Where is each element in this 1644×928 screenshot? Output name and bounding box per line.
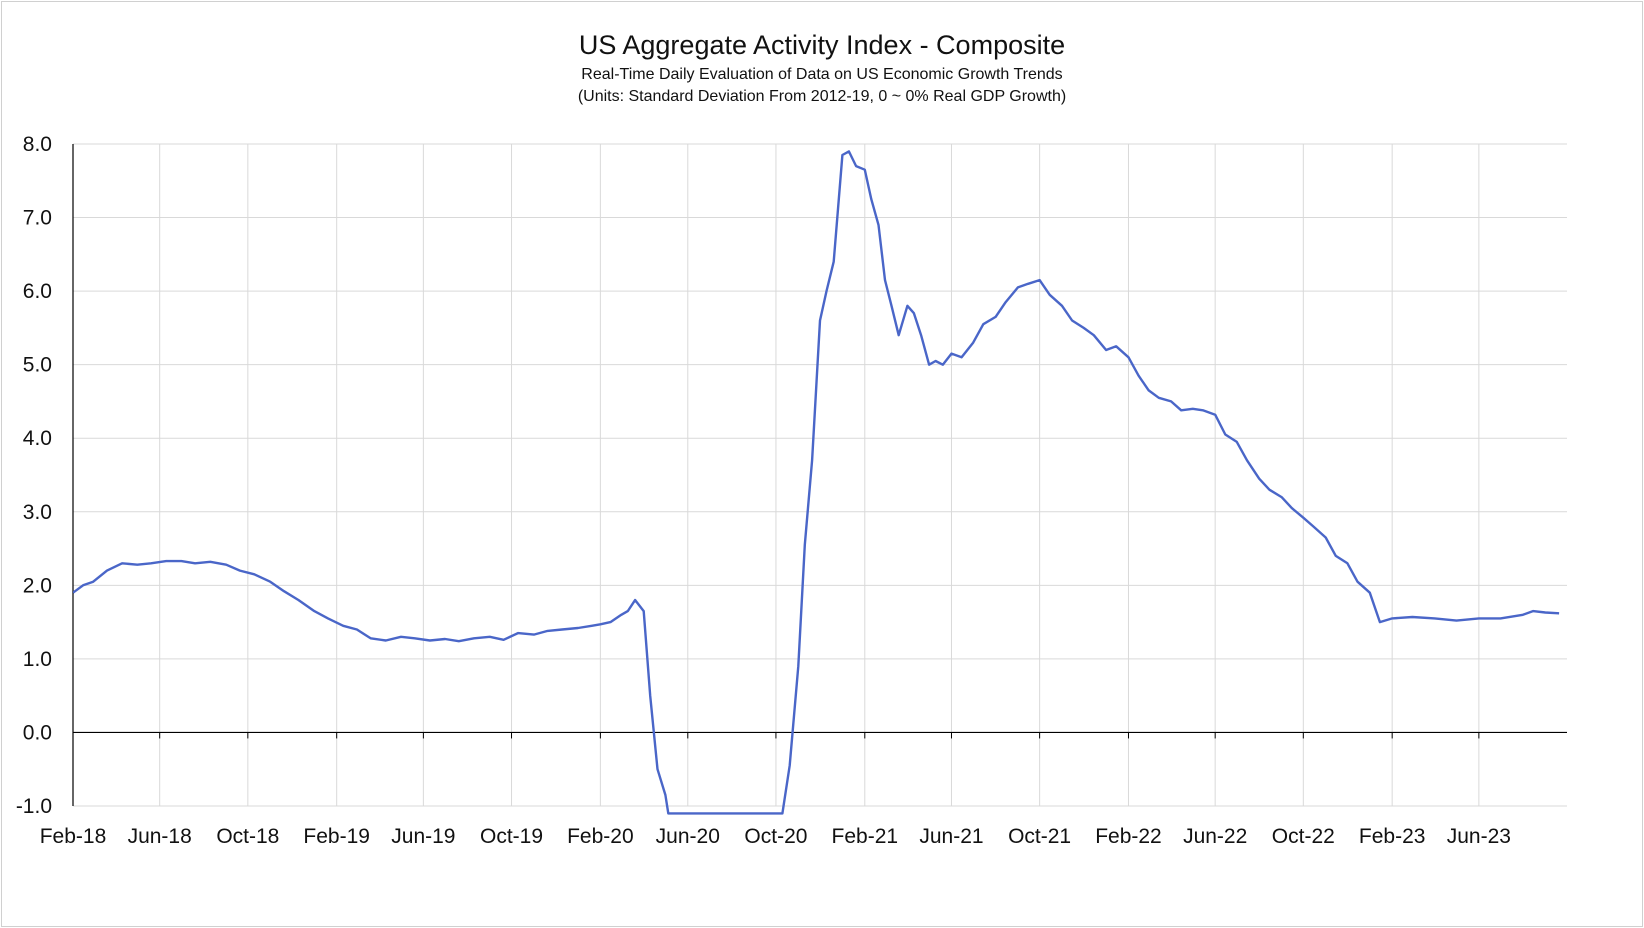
y-tick-label: 1.0: [23, 648, 52, 671]
x-tick-label: Feb-21: [832, 825, 899, 848]
x-tick-label: Oct-18: [216, 825, 279, 848]
x-tick-label: Feb-22: [1095, 825, 1162, 848]
x-tick-label: Feb-18: [40, 825, 107, 848]
x-tick-label: Feb-19: [303, 825, 370, 848]
x-tick-label: Jun-22: [1183, 825, 1247, 848]
x-tick-label: Oct-20: [744, 825, 807, 848]
x-tick-label: Jun-20: [656, 825, 720, 848]
y-tick-label: 8.0: [23, 133, 52, 156]
x-tick-label: Jun-19: [391, 825, 455, 848]
y-tick-label: 4.0: [23, 427, 52, 450]
x-tick-label: Jun-21: [919, 825, 983, 848]
x-tick-label: Feb-23: [1359, 825, 1426, 848]
x-tick-label: Jun-18: [128, 825, 192, 848]
x-tick-label: Oct-21: [1008, 825, 1071, 848]
grid-layer: [72, 143, 1567, 807]
x-tick-label: Jun-23: [1447, 825, 1511, 848]
series-line-0: [73, 150, 1560, 815]
y-tick-label: 2.0: [23, 574, 52, 597]
y-tick-label: 6.0: [23, 280, 52, 303]
chart-title: US Aggregate Activity Index - Composite: [578, 30, 1066, 60]
x-tick-label: Oct-22: [1272, 825, 1335, 848]
chart-subtitle-line-2: (Units: Standard Deviation From 2012-19,…: [577, 88, 1067, 105]
chart-subtitle-line-1: Real-Time Daily Evaluation of Data on US…: [581, 66, 1063, 83]
series-layer: [73, 150, 1560, 815]
axis-layer: [72, 144, 1567, 806]
y-tick-label: 7.0: [23, 207, 52, 230]
x-tick-label: Feb-20: [567, 825, 634, 848]
y-tick-label: 5.0: [23, 354, 52, 377]
y-tick-label: 0.0: [23, 721, 52, 744]
x-tick-label: Oct-19: [480, 825, 543, 848]
y-tick-label: -1.0: [16, 795, 52, 818]
y-tick-label: 3.0: [23, 501, 52, 524]
tick-labels: 8.0 7.0 6.0 5.0 4.0 3.0 2.0 1.0 0.0 -1.0 Feb-18 Jun…: [16, 133, 1511, 848]
